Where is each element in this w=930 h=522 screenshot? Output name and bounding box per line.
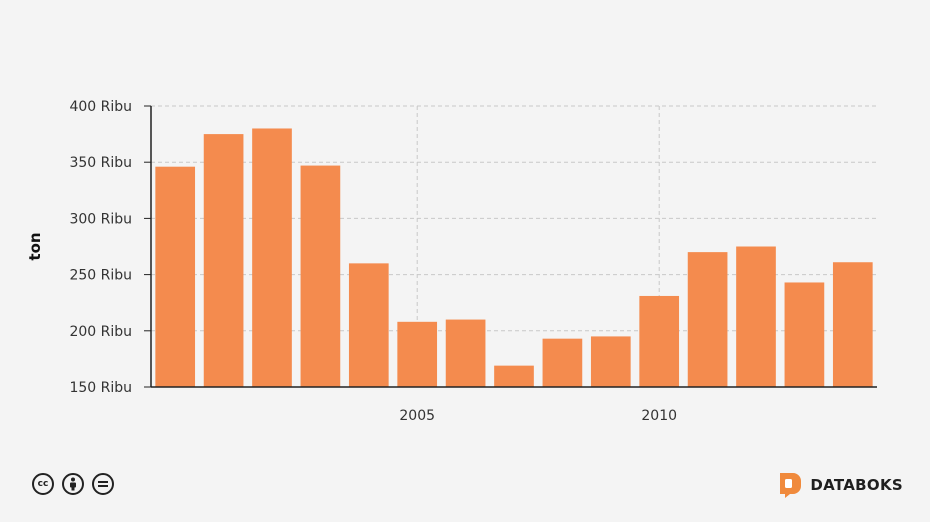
attribution-icon [62, 473, 84, 495]
no-derivatives-icon [92, 473, 114, 495]
y-axis-title: ton [26, 232, 44, 260]
bar-2005 [397, 321, 438, 387]
brand-name: DATABOKS [810, 476, 903, 494]
bar-2004 [348, 263, 389, 387]
x-tick-label: 2005 [399, 408, 435, 424]
y-tick-label: 400 Ribu [69, 99, 132, 115]
x-tick-label: 2010 [641, 408, 677, 424]
bar-2000 [155, 166, 196, 387]
y-tick-label: 150 Ribu [69, 380, 132, 396]
bar-2003 [300, 165, 341, 387]
y-tick-label: 350 Ribu [69, 155, 132, 171]
license-icons: cc [32, 473, 114, 495]
bar-2011 [687, 252, 728, 387]
bar-2006 [445, 319, 486, 387]
y-tick-label: 200 Ribu [69, 324, 132, 340]
bar-2008 [542, 338, 583, 387]
bar-2009 [590, 336, 631, 387]
bar-2012 [736, 246, 776, 387]
bar-2010 [639, 295, 680, 387]
bar-2013 [784, 282, 825, 387]
y-tick-label: 300 Ribu [69, 211, 132, 227]
creative-commons-icon: cc [32, 473, 54, 495]
bar-2007 [494, 365, 534, 387]
y-tick-label: 250 Ribu [69, 268, 132, 284]
bar-2014 [832, 262, 873, 387]
bar-2002 [252, 128, 292, 388]
bar-2001 [203, 134, 244, 387]
brand-logo[interactable]: DATABOKS [778, 472, 903, 498]
databoks-logo-icon [780, 473, 802, 498]
